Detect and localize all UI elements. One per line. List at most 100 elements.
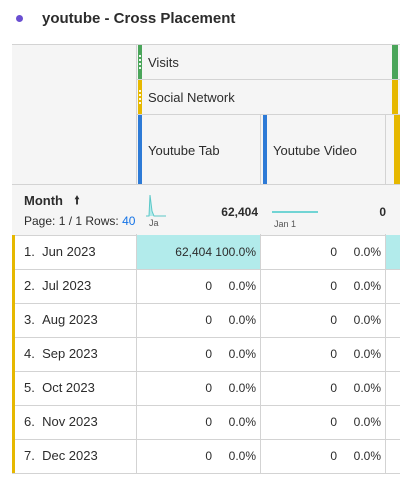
table-row[interactable]: 3. Aug 2023 0 0.0% 0 0.0%: [12, 303, 400, 338]
row-month[interactable]: 6. Nov 2023: [24, 414, 98, 429]
table-row[interactable]: 7. Dec 2023 0 0.0% 0 0.0%: [12, 439, 400, 474]
cell-youtube-tab[interactable]: 0 0.0%: [137, 371, 260, 405]
cell-value: 0: [205, 279, 212, 293]
panel-title[interactable]: youtube - Cross Placement: [42, 10, 236, 27]
cell-value: 0: [205, 449, 212, 463]
column-total: 0: [379, 205, 386, 219]
summary-row: Month 🠙 Page: 1 / 1 Rows: 40 Ja 62,404 J…: [12, 184, 400, 236]
title-status-dot: [16, 15, 23, 22]
column-total: 62,404: [221, 205, 258, 219]
table-row[interactable]: 4. Sep 2023 0 0.0% 0 0.0%: [12, 337, 400, 372]
cell-youtube-tab[interactable]: 0 0.0%: [137, 303, 260, 337]
row-month-label: Jul 2023: [42, 278, 92, 293]
page-info-text: Page: 1 / 1 Rows:: [24, 214, 119, 228]
column-header-youtube-tab[interactable]: Youtube Tab: [136, 115, 261, 185]
row-accent: [12, 235, 15, 269]
cell-value: 0: [330, 449, 337, 463]
dimension-right-handle[interactable]: [392, 80, 398, 114]
cell-percent: 0.0%: [228, 347, 256, 361]
column-header-youtube-video[interactable]: Youtube Video: [261, 115, 386, 185]
column-header-overflow[interactable]: [386, 115, 400, 185]
cell-value: 0: [330, 381, 337, 395]
freeform-table: Visits Social Network Youtube Tab Youtub…: [12, 44, 400, 474]
cell-percent: 0.0%: [228, 279, 256, 293]
column-label: Youtube Tab: [148, 143, 220, 158]
cell-value: 62,404: [175, 245, 212, 259]
month-column-label[interactable]: Month: [24, 193, 63, 208]
cell-value: 0: [330, 313, 337, 327]
column-drag-handle[interactable]: [138, 115, 142, 185]
table-row[interactable]: 1. Jun 2023 62,404 100.0% 0 0.0%: [12, 235, 400, 270]
dimension-drag-handle[interactable]: [138, 80, 142, 114]
cell-percent: 0.0%: [228, 313, 256, 327]
cell-value: 0: [205, 347, 212, 361]
row-accent: [12, 405, 15, 439]
cell-youtube-tab[interactable]: 0 0.0%: [137, 337, 260, 371]
column-divider: [136, 234, 137, 474]
cell-overflow[interactable]: [386, 439, 400, 473]
dimension-header[interactable]: Social Network: [136, 80, 400, 115]
row-month-label: Sep 2023: [42, 346, 98, 361]
cell-overflow[interactable]: [386, 303, 400, 337]
cell-overflow[interactable]: [386, 269, 400, 303]
row-index: 7.: [24, 448, 35, 463]
metric-drag-handle[interactable]: [138, 45, 142, 79]
sparkline-label: Jan 1: [274, 219, 297, 229]
row-month[interactable]: 5. Oct 2023: [24, 380, 95, 395]
cell-percent: 0.0%: [228, 449, 256, 463]
cell-youtube-video[interactable]: 0 0.0%: [261, 337, 385, 371]
cell-youtube-tab[interactable]: 0 0.0%: [137, 405, 260, 439]
table-header: Visits Social Network Youtube Tab Youtub…: [12, 44, 400, 185]
metric-right-handle[interactable]: [392, 45, 398, 79]
row-index: 4.: [24, 346, 35, 361]
arrow-up-icon[interactable]: 🠙: [74, 193, 81, 207]
cell-youtube-video[interactable]: 0 0.0%: [261, 405, 385, 439]
column-drag-handle[interactable]: [263, 115, 267, 185]
header-blank-cell: [12, 45, 137, 185]
row-month[interactable]: 1. Jun 2023: [24, 244, 96, 259]
cell-value: 0: [205, 415, 212, 429]
cell-percent: 0.0%: [228, 415, 256, 429]
row-index: 5.: [24, 380, 35, 395]
cell-overflow[interactable]: [386, 405, 400, 439]
cell-overflow[interactable]: [386, 235, 400, 269]
row-accent: [12, 303, 15, 337]
cell-youtube-video[interactable]: 0 0.0%: [261, 371, 385, 405]
row-accent: [12, 439, 15, 473]
table-row[interactable]: 5. Oct 2023 0 0.0% 0 0.0%: [12, 371, 400, 406]
row-accent: [12, 337, 15, 371]
sparkline-youtube-video: [272, 211, 318, 213]
cell-overflow[interactable]: [386, 371, 400, 405]
row-month[interactable]: 4. Sep 2023: [24, 346, 98, 361]
cell-youtube-tab[interactable]: 0 0.0%: [137, 269, 260, 303]
column-label: Youtube Video: [273, 143, 357, 158]
cell-value: 0: [330, 245, 337, 259]
row-month-label: Jun 2023: [42, 244, 96, 259]
column-drag-handle[interactable]: [394, 115, 400, 185]
row-index: 6.: [24, 414, 35, 429]
cell-youtube-video[interactable]: 0 0.0%: [261, 269, 385, 303]
cell-youtube-video[interactable]: 0 0.0%: [261, 303, 385, 337]
panel-title-bar: youtube - Cross Placement: [0, 0, 400, 38]
metric-header[interactable]: Visits: [136, 45, 400, 80]
row-month[interactable]: 3. Aug 2023: [24, 312, 98, 327]
row-month-label: Dec 2023: [42, 448, 98, 463]
column-divider: [385, 234, 386, 474]
row-month[interactable]: 7. Dec 2023: [24, 448, 98, 463]
cell-value: 0: [205, 313, 212, 327]
cell-percent: 0.0%: [353, 245, 381, 259]
cell-overflow[interactable]: [386, 337, 400, 371]
rows-per-page-link[interactable]: 40: [122, 214, 136, 228]
table-row[interactable]: 2. Jul 2023 0 0.0% 0 0.0%: [12, 269, 400, 304]
cell-youtube-tab[interactable]: 62,404 100.0%: [137, 235, 260, 269]
cell-percent: 0.0%: [353, 313, 381, 327]
cell-percent: 0.0%: [353, 279, 381, 293]
cell-youtube-tab[interactable]: 0 0.0%: [137, 439, 260, 473]
cell-percent: 100.0%: [215, 245, 256, 259]
cell-youtube-video[interactable]: 0 0.0%: [261, 235, 385, 269]
cell-youtube-video[interactable]: 0 0.0%: [261, 439, 385, 473]
cell-value: 0: [330, 415, 337, 429]
row-index: 1.: [24, 244, 35, 259]
row-month[interactable]: 2. Jul 2023: [24, 278, 91, 293]
table-row[interactable]: 6. Nov 2023 0 0.0% 0 0.0%: [12, 405, 400, 440]
